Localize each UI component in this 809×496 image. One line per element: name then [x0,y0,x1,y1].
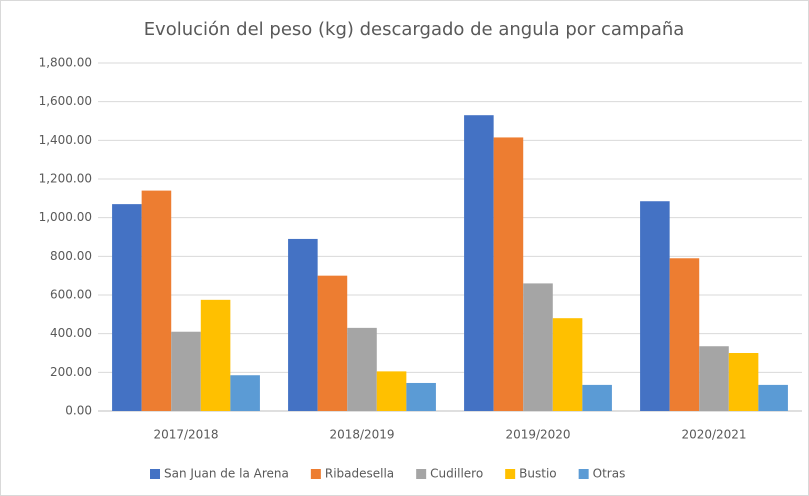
bar [288,238,318,411]
y-tick-label: 200.00 [50,365,92,379]
bar [200,299,231,411]
legend-swatch [416,469,427,479]
x-tick-label: 2018/2019 [329,428,394,442]
bar [317,275,348,411]
bar [669,258,700,411]
y-tick-label: 1,000.00 [39,210,92,224]
y-tick-label: 1,600.00 [39,94,92,108]
bar [230,375,260,411]
legend-swatch [578,469,589,479]
bar [112,204,142,411]
legend-label: Otras [593,467,626,481]
bar [699,346,729,411]
y-tick-label: 800.00 [50,249,92,263]
legend-label: San Juan de la Arena [164,467,289,481]
bar [347,327,377,411]
bar [406,382,436,411]
bar [582,384,612,411]
x-tick-label: 2019/2020 [505,428,570,442]
bar [523,283,553,411]
y-tick-label: 1,800.00 [39,56,92,70]
bar [141,190,172,411]
bar [640,201,670,411]
bar [171,331,201,411]
legend-label: Cudillero [430,467,483,481]
bar [493,137,524,411]
legend-swatch [150,469,160,479]
x-tick-label: 2020/2021 [681,428,746,442]
y-tick-label: 0.00 [65,404,92,418]
chart-title: Evolución del peso (kg) descargado de an… [144,19,685,40]
y-tick-label: 1,200.00 [39,172,92,186]
legend-label: Ribadesella [325,467,394,481]
legend-swatch [505,469,516,479]
legend-swatch [310,469,321,479]
bar [552,318,583,411]
y-tick-label: 600.00 [50,288,92,302]
legend-label: Bustio [519,467,556,481]
bar [376,371,407,411]
x-tick-label: 2017/2018 [153,428,218,442]
y-tick-label: 1,400.00 [39,133,92,147]
y-tick-label: 400.00 [50,326,92,340]
bar [728,353,759,411]
bar [464,115,494,411]
bar [758,384,788,411]
